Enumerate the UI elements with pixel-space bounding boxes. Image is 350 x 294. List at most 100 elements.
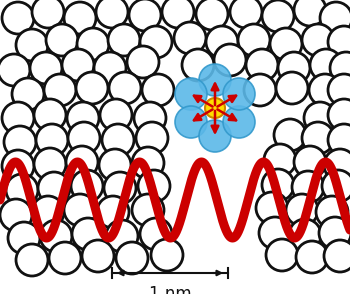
Circle shape (44, 74, 76, 106)
Circle shape (175, 106, 207, 138)
Circle shape (196, 0, 228, 30)
Circle shape (32, 196, 64, 228)
Circle shape (328, 99, 350, 131)
Circle shape (162, 0, 194, 28)
Circle shape (2, 102, 34, 134)
Circle shape (67, 102, 99, 134)
Circle shape (316, 196, 348, 228)
Circle shape (30, 52, 62, 84)
Circle shape (199, 120, 231, 152)
Circle shape (294, 146, 326, 178)
Circle shape (36, 124, 68, 156)
Circle shape (34, 148, 66, 180)
Circle shape (292, 171, 324, 203)
Circle shape (286, 194, 318, 226)
Circle shape (304, 102, 336, 134)
Circle shape (310, 49, 342, 81)
Circle shape (223, 78, 255, 110)
Circle shape (175, 78, 207, 110)
Circle shape (64, 194, 96, 226)
Circle shape (129, 0, 161, 31)
Circle shape (223, 106, 255, 138)
Circle shape (142, 74, 174, 106)
Circle shape (206, 26, 238, 58)
Circle shape (16, 244, 48, 276)
Circle shape (77, 28, 109, 60)
Circle shape (182, 49, 214, 81)
Circle shape (270, 28, 302, 60)
Circle shape (108, 24, 140, 56)
Circle shape (12, 78, 44, 110)
Circle shape (309, 74, 341, 106)
Circle shape (328, 74, 350, 106)
Circle shape (256, 192, 288, 224)
Circle shape (199, 64, 231, 96)
Circle shape (71, 170, 103, 202)
Circle shape (302, 24, 334, 56)
Circle shape (0, 54, 30, 86)
Circle shape (62, 49, 94, 81)
Circle shape (0, 199, 32, 231)
Circle shape (324, 240, 350, 272)
Circle shape (97, 196, 129, 228)
Circle shape (104, 172, 136, 204)
Circle shape (106, 220, 138, 252)
Circle shape (328, 26, 350, 58)
Circle shape (109, 72, 141, 104)
Circle shape (262, 169, 294, 201)
Circle shape (99, 149, 131, 181)
Circle shape (238, 24, 270, 56)
Circle shape (100, 99, 132, 131)
Circle shape (2, 150, 34, 182)
Circle shape (134, 102, 166, 134)
Circle shape (49, 242, 81, 274)
Circle shape (136, 122, 168, 154)
Circle shape (140, 26, 172, 58)
Circle shape (276, 72, 308, 104)
Circle shape (230, 0, 262, 28)
Circle shape (2, 2, 34, 34)
Circle shape (140, 218, 172, 250)
Circle shape (214, 44, 246, 76)
Circle shape (294, 0, 326, 26)
Circle shape (116, 242, 148, 274)
Circle shape (16, 29, 48, 61)
Circle shape (8, 222, 40, 254)
Circle shape (96, 0, 128, 28)
Circle shape (38, 172, 70, 204)
Circle shape (246, 49, 278, 81)
Circle shape (40, 220, 72, 252)
Text: 1 nm: 1 nm (149, 285, 191, 294)
Circle shape (66, 146, 98, 178)
Circle shape (322, 170, 350, 202)
Circle shape (320, 2, 350, 34)
Circle shape (289, 219, 321, 251)
Circle shape (46, 24, 78, 56)
Circle shape (138, 170, 170, 202)
Circle shape (76, 72, 108, 104)
Circle shape (94, 52, 126, 84)
Circle shape (6, 174, 38, 206)
Circle shape (68, 122, 100, 154)
Circle shape (32, 0, 64, 28)
Circle shape (132, 147, 164, 179)
Circle shape (244, 74, 276, 106)
Circle shape (319, 217, 350, 249)
Circle shape (324, 149, 350, 181)
Circle shape (174, 22, 206, 54)
Circle shape (4, 126, 36, 158)
Circle shape (274, 119, 306, 151)
Circle shape (302, 122, 334, 154)
Circle shape (151, 239, 183, 271)
Circle shape (259, 217, 291, 249)
Circle shape (330, 52, 350, 84)
Circle shape (328, 124, 350, 156)
Circle shape (102, 124, 134, 156)
Circle shape (278, 52, 310, 84)
Circle shape (205, 98, 225, 118)
Circle shape (264, 144, 296, 176)
Circle shape (132, 194, 164, 226)
Circle shape (262, 0, 294, 32)
Circle shape (82, 240, 114, 272)
Circle shape (127, 46, 159, 78)
